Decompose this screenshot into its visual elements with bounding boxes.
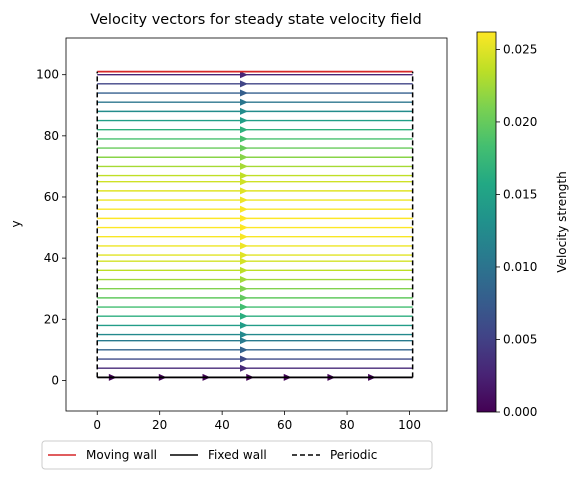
x-tick-label: 80	[339, 418, 354, 432]
colorbar-tick-label: 0.005	[503, 332, 537, 346]
streamline-arrow	[240, 331, 249, 339]
streamline-arrow	[240, 285, 249, 293]
streamline-arrow	[240, 303, 249, 311]
streamline-arrow	[240, 135, 249, 143]
boundaries-layer	[96, 70, 414, 379]
streamline-arrow	[240, 321, 249, 329]
colorbar-frame	[476, 31, 497, 413]
y-axis-label: y	[9, 220, 23, 227]
colorbar-tick-label: 0.025	[503, 42, 537, 56]
legend-label: Moving wall	[86, 448, 157, 462]
y-tick-label: 100	[36, 68, 59, 82]
streamline-arrow	[240, 144, 249, 152]
colorbar-tick-label: 0.015	[503, 187, 537, 201]
streamline-arrow	[240, 337, 249, 345]
streamline-arrow	[240, 187, 249, 195]
streamline-arrow	[240, 172, 249, 180]
streamline-arrow	[240, 98, 249, 106]
streamline-arrow	[240, 117, 249, 125]
streamline-arrow	[240, 162, 249, 170]
streamlines-layer	[97, 71, 413, 381]
colorbar-tick-label: 0.010	[503, 260, 537, 274]
x-axis: 0 20 40 60 80 100	[93, 411, 421, 432]
x-tick-label: 0	[93, 418, 101, 432]
streamline-arrow	[240, 242, 249, 250]
streamline-arrow	[240, 257, 249, 265]
streamline-arrow	[240, 71, 249, 79]
streamline-arrow	[240, 294, 249, 302]
colorbar: 0.000 0.005 0.010 0.015 0.020 0.025 Velocity …	[476, 31, 569, 419]
legend: Moving wall Fixed wall Periodic	[41, 440, 433, 470]
streamline-arrow	[240, 364, 249, 372]
y-axis: 0 20 40 60 80 100	[36, 68, 66, 387]
streamline-arrow	[240, 276, 249, 284]
y-tick-label: 40	[44, 251, 59, 265]
streamline-arrow	[240, 355, 249, 363]
legend-box	[41, 440, 433, 470]
streamline-arrow	[240, 266, 249, 274]
chart-title: Velocity vectors for steady state veloci…	[90, 12, 422, 28]
x-tick-label: 40	[215, 418, 230, 432]
legend-entries: Moving wall Fixed wall Periodic	[48, 448, 377, 462]
y-tick-label: 20	[44, 312, 59, 326]
y-tick-label: 80	[44, 129, 59, 143]
colorbar-tick-label: 0.000	[503, 405, 537, 419]
streamline-arrow	[240, 126, 249, 134]
plot-frame	[65, 37, 448, 412]
colorbar-ticks: 0.000 0.005 0.010 0.015 0.020 0.025	[496, 42, 537, 419]
streamline-arrow	[240, 80, 249, 88]
x-tick-label: 100	[398, 418, 421, 432]
streamline-arrow	[240, 178, 249, 186]
streamline-arrow	[240, 224, 249, 232]
streamline-arrow	[240, 153, 249, 161]
legend-label: Periodic	[330, 448, 377, 462]
streamline-arrow	[240, 89, 249, 97]
legend-label: Fixed wall	[208, 448, 267, 462]
streamline-arrow	[240, 107, 249, 115]
y-tick-label: 0	[51, 373, 59, 387]
y-tick-label: 60	[44, 190, 59, 204]
colorbar-tick-label: 0.020	[503, 115, 537, 129]
streamline-arrow	[240, 196, 249, 204]
x-tick-label: 20	[152, 418, 167, 432]
streamline-arrow	[240, 205, 249, 213]
streamline-arrow	[240, 233, 249, 241]
streamline-arrow	[240, 346, 249, 354]
streamline-arrow	[240, 251, 249, 259]
x-tick-label: 60	[277, 418, 292, 432]
streamline-arrow	[240, 312, 249, 320]
colorbar-label: Velocity strength	[555, 171, 569, 272]
streamline-arrow	[240, 214, 249, 222]
colorbar-gradient	[477, 32, 496, 412]
